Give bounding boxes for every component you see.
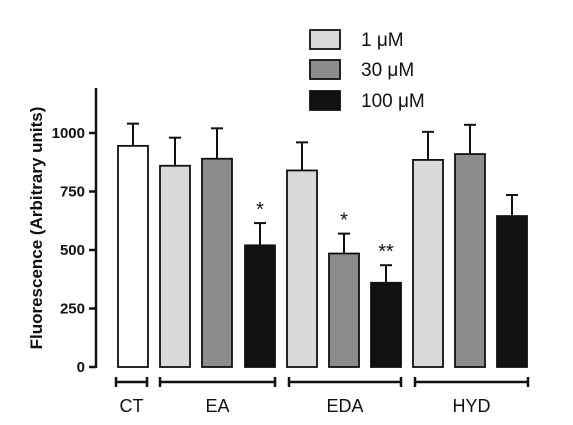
y-tick-label: 0 [77,359,85,376]
legend-label: 1 μM [361,30,404,51]
group-label: EA [205,396,229,416]
legend-swatch [309,90,341,111]
bars: * *** [117,122,528,368]
group-label: HYD [452,396,490,416]
bar [159,164,191,368]
group-label: CT [120,396,144,416]
y-tick-label: 500 [60,242,85,259]
bar [496,215,528,368]
bar [370,281,402,368]
x-axis-groups: CT EA EDA HYD [114,377,530,416]
legend-swatch [309,29,341,50]
bar [412,159,444,368]
legend-swatch [309,59,341,80]
bar [117,144,149,368]
y-axis: 0 250 500 750 1000 [52,88,98,376]
legend: 1 μM 30 μM 100 μM [309,29,425,112]
bar [286,169,318,368]
bar [328,252,360,368]
bar [201,157,233,368]
y-tick-label: 1000 [52,125,85,142]
significance-marker: * [256,199,264,221]
significance-marker: * [340,210,348,232]
y-axis-label: Fluorescence (Arbitrary units) [27,107,46,350]
y-tick-label: 250 [60,301,85,318]
y-tick-label: 750 [60,184,85,201]
group-label: EDA [326,396,363,416]
bar [454,153,486,368]
legend-label: 30 μM [361,60,414,81]
legend-label: 100 μM [361,91,425,112]
bar [244,244,276,368]
significance-marker: ** [378,241,394,263]
